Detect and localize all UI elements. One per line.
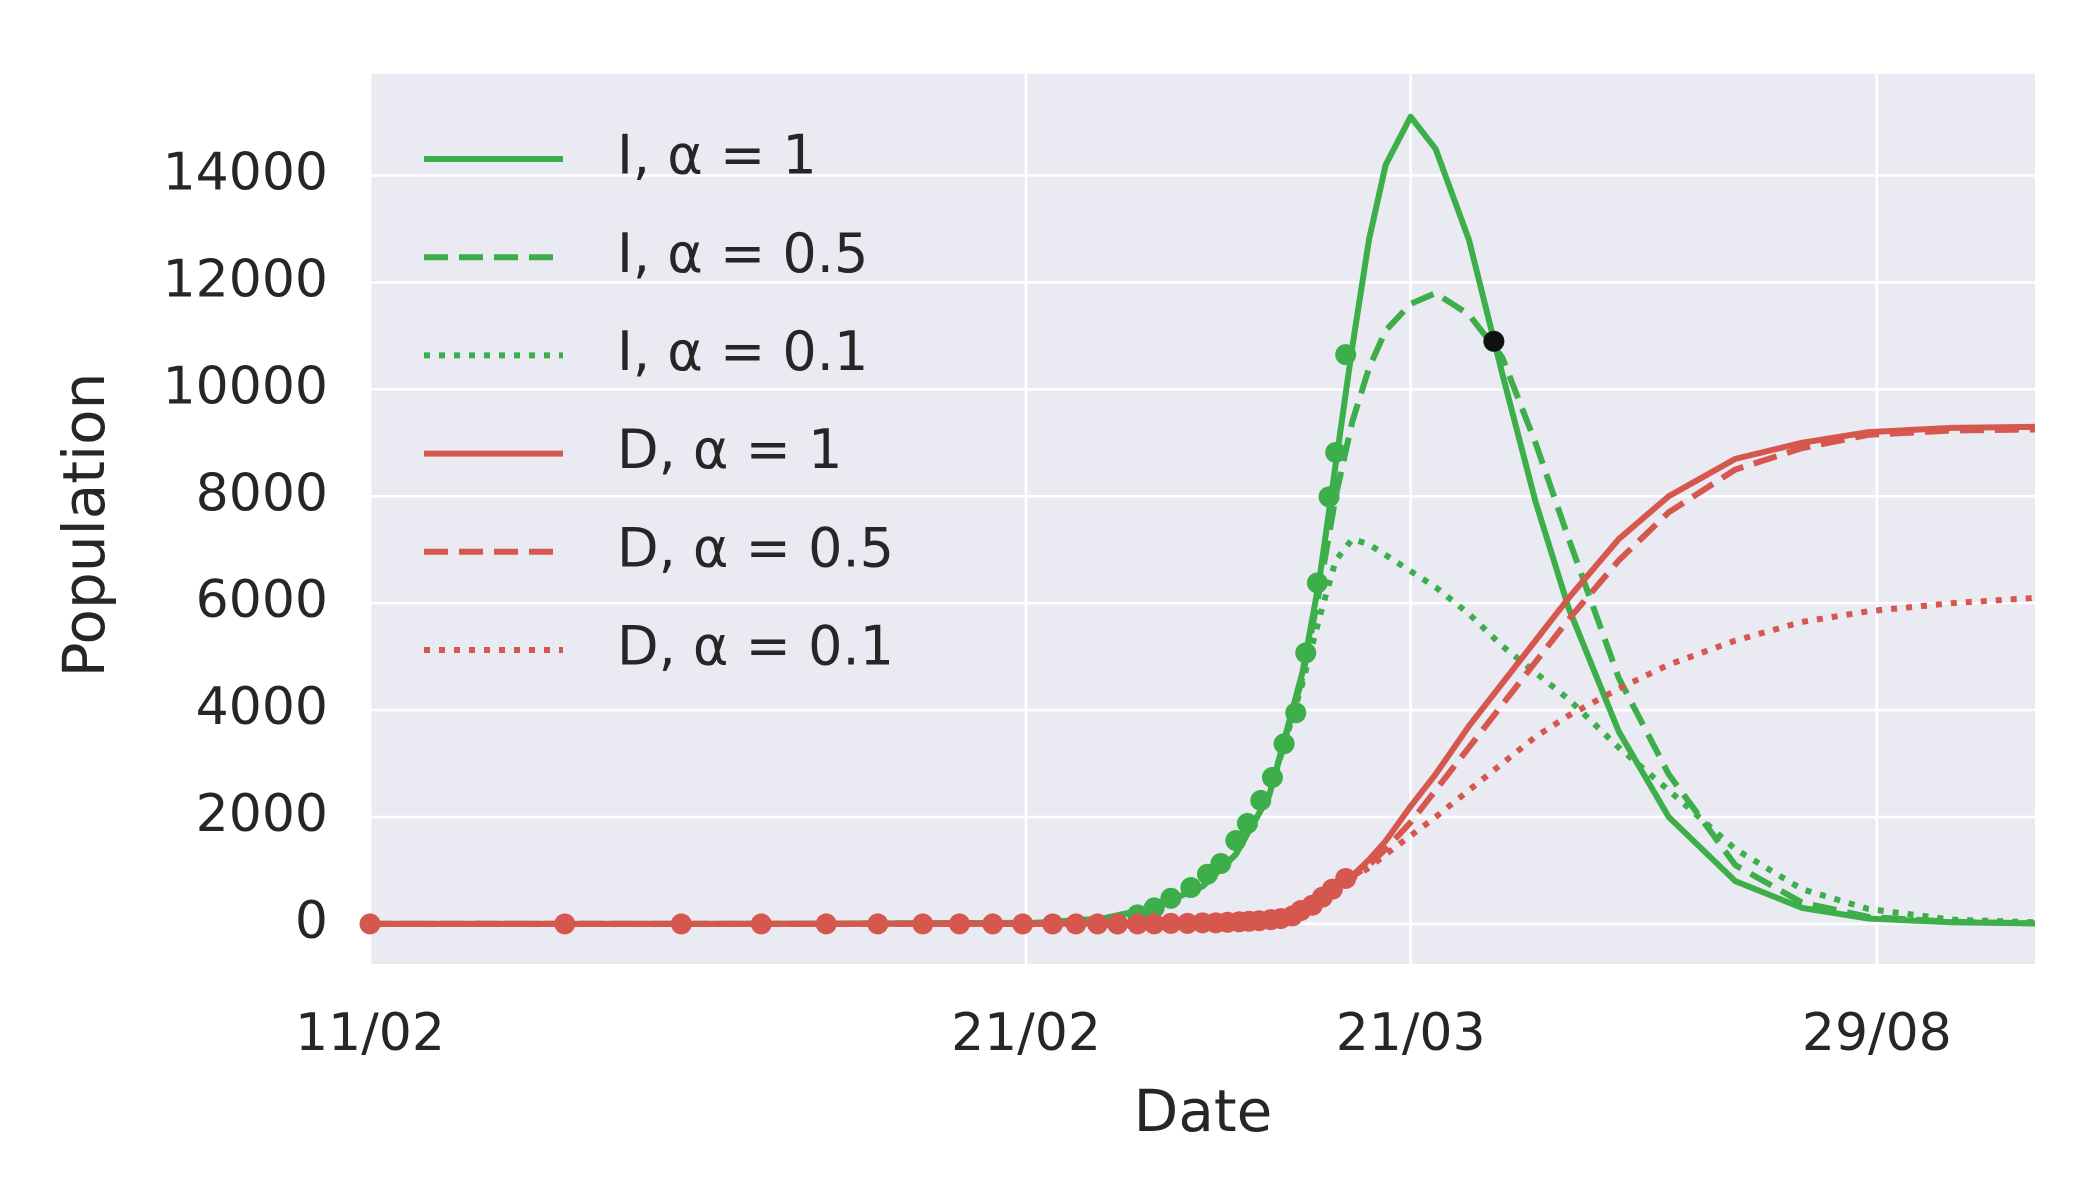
data-point: [1250, 789, 1272, 811]
data-point: [867, 913, 889, 935]
data-point: [1273, 733, 1295, 755]
y-tick-label: 0: [295, 891, 328, 951]
plot-area: [370, 74, 2035, 964]
y-tick-label: 8000: [196, 463, 328, 523]
legend-label: D, α = 0.5: [617, 516, 894, 579]
data-point: [1087, 913, 1109, 935]
x-axis-label: Date: [1134, 1077, 1273, 1145]
data-point: [359, 913, 381, 935]
data-point: [1065, 913, 1087, 935]
data-point: [1177, 912, 1199, 934]
y-tick-label: 10000: [163, 356, 328, 416]
line: [370, 426, 2036, 927]
legend-label: I, α = 1: [617, 124, 817, 187]
data-point: [1160, 887, 1182, 909]
legend-label: D, α = 0.1: [617, 615, 894, 678]
data-point: [1042, 913, 1064, 935]
data-point: [554, 913, 576, 935]
data-point: [948, 913, 970, 935]
data-point: [1335, 867, 1357, 889]
y-tick-label: 12000: [163, 249, 328, 309]
x-tick-label: 21/03: [1336, 1003, 1486, 1063]
y-axis-label: Population: [50, 373, 118, 678]
data-point: [1107, 913, 1129, 935]
data-point: [750, 913, 772, 935]
data-point: [1295, 642, 1317, 664]
y-tick-label: 4000: [196, 677, 328, 737]
data-point: [1143, 913, 1165, 935]
y-tick-label: 14000: [163, 143, 328, 203]
data-point: [982, 913, 1004, 935]
data-point: [1335, 344, 1357, 366]
data-point: [1285, 702, 1307, 724]
data-point: [1318, 486, 1340, 508]
data-point: [815, 913, 837, 935]
data-point: [1261, 766, 1283, 788]
x-tick-label: 11/02: [295, 1003, 445, 1063]
y-tick-label: 6000: [196, 570, 328, 630]
data-point: [1012, 913, 1034, 935]
data-point: [1180, 877, 1202, 899]
data-point: [1210, 853, 1232, 875]
data-point: [912, 913, 934, 935]
data-point: [1325, 441, 1347, 463]
line: [370, 290, 2036, 927]
data-point: [1127, 913, 1149, 935]
data-point: [1306, 572, 1328, 594]
legend-label: I, α = 0.5: [617, 222, 868, 285]
data-point: [1160, 912, 1182, 934]
data-point: [1483, 330, 1505, 352]
x-tick-label: 29/08: [1802, 1003, 1952, 1063]
legend-label: I, α = 0.1: [617, 320, 868, 383]
legend-label: D, α = 1: [617, 418, 842, 481]
data-point: [1143, 897, 1165, 919]
y-tick-label: 2000: [196, 784, 328, 844]
data-point: [1225, 830, 1247, 852]
line: [370, 536, 2036, 927]
data-point: [1236, 812, 1258, 834]
data-point: [670, 913, 692, 935]
x-tick-label: 21/02: [951, 1003, 1101, 1063]
